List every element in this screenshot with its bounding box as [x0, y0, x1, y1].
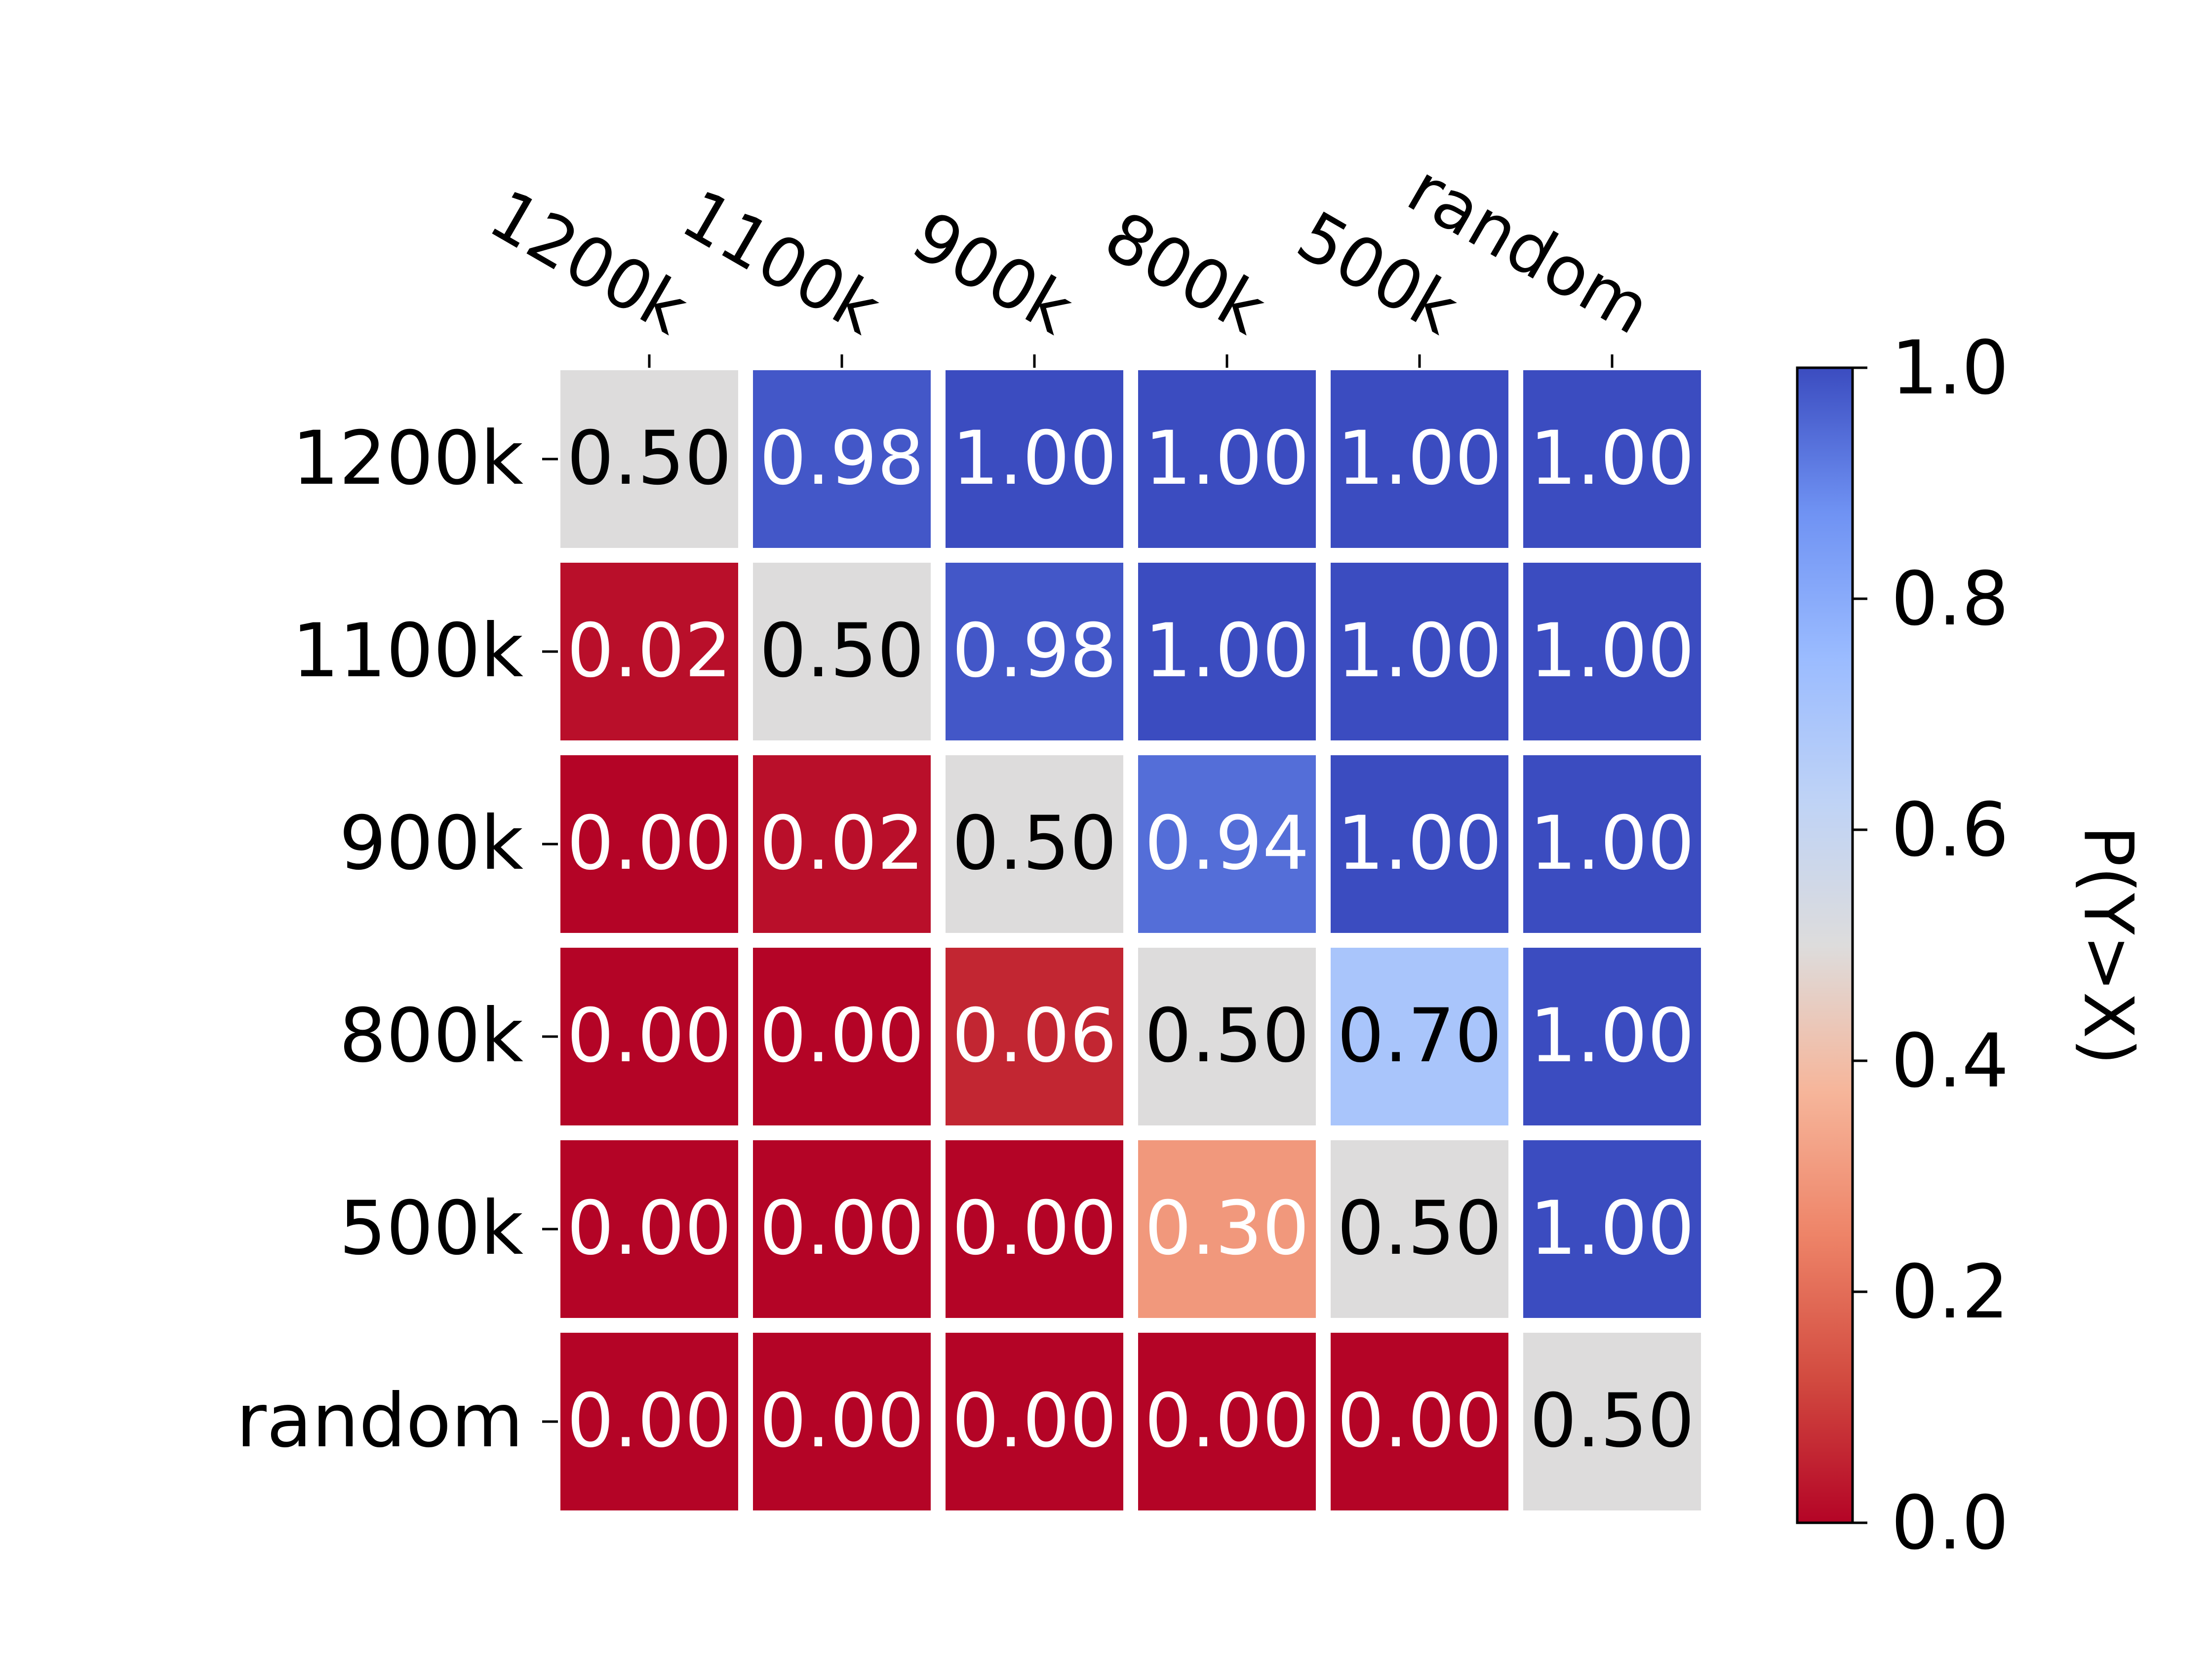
colorbar-gradient — [1796, 366, 1854, 1524]
heatmap-cell-2-4 — [1331, 755, 1508, 933]
heatmap-cell-0-1 — [753, 370, 931, 548]
cell-value-label-3-2: 0.06 — [952, 993, 1117, 1079]
heatmap-cell-4-0 — [560, 1140, 738, 1318]
x-tick-label-0: 1200k — [476, 175, 701, 350]
heatmap-cell-2-3 — [1138, 755, 1316, 933]
cell-value-label-4-0: 0.00 — [567, 1186, 732, 1272]
heatmap-cell-1-3 — [1138, 563, 1316, 740]
heatmap-cell-5-4 — [1331, 1333, 1508, 1510]
heatmap-cell-2-5 — [1523, 755, 1701, 933]
heatmap-cell-3-3 — [1138, 948, 1316, 1125]
cell-value-label-2-4: 1.00 — [1337, 801, 1502, 887]
cell-value-label-5-1: 0.00 — [759, 1378, 924, 1464]
cell-value-label-0-2: 1.00 — [952, 416, 1117, 502]
heatmap-cell-4-1 — [753, 1140, 931, 1318]
heatmap-cell-0-0 — [560, 370, 738, 548]
cell-value-label-1-2: 0.98 — [952, 608, 1117, 694]
cell-value-label-4-1: 0.00 — [759, 1186, 924, 1272]
heatmap-cell-4-4 — [1331, 1140, 1508, 1318]
heatmap-cell-3-0 — [560, 948, 738, 1125]
cell-value-label-3-3: 0.50 — [1145, 993, 1309, 1079]
heatmap-cell-4-5 — [1523, 1140, 1701, 1318]
cell-value-label-4-5: 1.00 — [1530, 1186, 1695, 1272]
y-tick-label-0: 1200k — [292, 416, 523, 502]
heatmap-cell-5-3 — [1138, 1333, 1316, 1510]
colorbar-tick-label-3: 0.6 — [1891, 787, 2009, 873]
cell-value-label-2-2: 0.50 — [952, 801, 1117, 887]
y-tick-label-5: random — [236, 1378, 523, 1464]
cell-value-label-2-3: 0.94 — [1145, 801, 1309, 887]
cell-value-label-0-0: 0.50 — [567, 416, 732, 502]
colorbar-tick-label-2: 0.4 — [1891, 1018, 2009, 1104]
cell-value-label-0-4: 1.00 — [1337, 416, 1502, 502]
heatmap-cell-1-0 — [560, 563, 738, 740]
colorbar: 0.0 0.2 0.4 0.6 0.8 1.0 P(Y>X) — [1796, 325, 2148, 1566]
cell-value-label-1-0: 0.02 — [567, 608, 732, 694]
cell-value-label-0-5: 1.00 — [1530, 416, 1695, 502]
heatmap-cell-0-3 — [1138, 370, 1316, 548]
cell-value-label-5-3: 0.00 — [1145, 1378, 1309, 1464]
heatmap-cell-0-4 — [1331, 370, 1508, 548]
heatmap-cell-5-1 — [753, 1333, 931, 1510]
cell-value-label-2-5: 1.00 — [1530, 801, 1695, 887]
heatmap-cell-4-2 — [946, 1140, 1123, 1318]
heatmap-cells: 0.50 0.98 1.00 1.00 1.00 1.00 0.02 0.50 0.98 1.00… — [560, 370, 1701, 1510]
cell-value-label-4-2: 0.00 — [952, 1186, 1117, 1272]
cell-value-label-0-3: 1.00 — [1145, 416, 1309, 502]
heatmap-cell-5-0 — [560, 1333, 738, 1510]
cell-value-label-3-5: 1.00 — [1530, 993, 1695, 1079]
heatmap-cell-5-5 — [1523, 1333, 1701, 1510]
heatmap-cell-0-2 — [946, 370, 1123, 548]
heatmap-cell-3-1 — [753, 948, 931, 1125]
heatmap-cell-2-2 — [946, 755, 1123, 933]
heatmap-cell-1-1 — [753, 563, 931, 740]
cell-value-label-4-4: 0.50 — [1337, 1186, 1502, 1272]
heatmap-cell-3-4 — [1331, 948, 1508, 1125]
cell-value-label-1-3: 1.00 — [1145, 608, 1309, 694]
cell-value-label-3-1: 0.00 — [759, 993, 924, 1079]
cell-value-label-5-4: 0.00 — [1337, 1378, 1502, 1464]
cell-value-label-3-0: 0.00 — [567, 993, 732, 1079]
colorbar-ticks: 0.0 0.2 0.4 0.6 0.8 1.0 — [1853, 325, 2009, 1566]
heatmap-cell-4-3 — [1138, 1140, 1316, 1318]
heatmap-cell-3-2 — [946, 948, 1123, 1125]
colorbar-tick-label-5: 1.0 — [1891, 325, 2009, 411]
x-tick-label-3: 800k — [1092, 196, 1278, 349]
heatmap-cell-1-2 — [946, 563, 1123, 740]
heatmap-cell-3-5 — [1523, 948, 1701, 1125]
colorbar-tick-label-4: 0.8 — [1891, 556, 2009, 642]
heatmap-cell-2-1 — [753, 755, 931, 933]
colorbar-label: P(Y>X) — [2068, 825, 2148, 1065]
cell-value-label-1-1: 0.50 — [759, 608, 924, 694]
cell-value-label-5-2: 0.00 — [952, 1378, 1117, 1464]
cell-value-label-5-5: 0.50 — [1530, 1378, 1695, 1464]
cell-value-label-3-4: 0.70 — [1337, 993, 1502, 1079]
heatmap-cell-1-4 — [1331, 563, 1508, 740]
heatmap-cell-1-5 — [1523, 563, 1701, 740]
y-tick-label-2: 900k — [339, 801, 523, 887]
y-axis-ticks: 1200k 1100k 900k 800k 500k random — [236, 416, 558, 1464]
cell-value-label-1-5: 1.00 — [1530, 608, 1695, 694]
heatmap-cell-5-2 — [946, 1333, 1123, 1510]
heatmap-cell-2-0 — [560, 755, 738, 933]
y-tick-label-4: 500k — [339, 1186, 523, 1272]
cell-value-label-2-1: 0.02 — [759, 801, 924, 887]
cell-value-label-0-1: 0.98 — [759, 416, 924, 502]
colorbar-tick-label-0: 0.0 — [1891, 1480, 2009, 1566]
y-tick-label-1: 1100k — [292, 608, 523, 694]
heatmap-cell-0-5 — [1523, 370, 1701, 548]
x-tick-label-1: 1100k — [669, 175, 893, 350]
x-tick-label-2: 900k — [899, 196, 1086, 349]
cell-value-label-1-4: 1.00 — [1337, 608, 1502, 694]
y-tick-label-3: 800k — [339, 993, 523, 1079]
cell-value-label-5-0: 0.00 — [567, 1378, 732, 1464]
colorbar-tick-label-1: 0.2 — [1891, 1249, 2009, 1335]
cell-value-label-2-0: 0.00 — [567, 801, 732, 887]
cell-value-label-4-3: 0.30 — [1145, 1186, 1309, 1272]
